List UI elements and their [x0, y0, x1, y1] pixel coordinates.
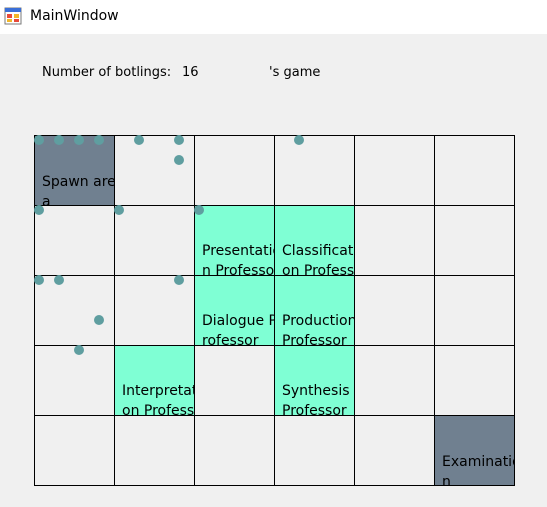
- app-icon: [4, 7, 22, 25]
- board-cell[interactable]: [354, 135, 435, 206]
- board-cell[interactable]: [34, 415, 115, 486]
- board-cell[interactable]: [434, 345, 515, 416]
- professor-cell[interactable]: Production Professor: [274, 275, 355, 346]
- cell-label: Interpretation Professor: [122, 383, 195, 416]
- board-cell[interactable]: [434, 135, 515, 206]
- board-cell[interactable]: [354, 345, 435, 416]
- board-cell[interactable]: [434, 275, 515, 346]
- professor-cell[interactable]: Dialogue Professor: [194, 275, 275, 346]
- botling-marker: [134, 135, 144, 145]
- board-cell[interactable]: [114, 135, 195, 206]
- botling-marker: [174, 275, 184, 285]
- botling-marker: [74, 135, 84, 145]
- botling-marker: [34, 275, 44, 285]
- botling-marker: [54, 275, 64, 285]
- botling-marker: [194, 205, 204, 215]
- board-cell[interactable]: [354, 275, 435, 346]
- botling-marker: [94, 135, 104, 145]
- spawn-area-cell[interactable]: Spawn area: [34, 135, 115, 206]
- board-cell[interactable]: [274, 135, 355, 206]
- botling-marker: [114, 205, 124, 215]
- botlings-label: Number of botlings:: [42, 65, 172, 80]
- botlings-count: 16: [182, 65, 199, 80]
- professor-cell[interactable]: Synthesis Professor: [274, 345, 355, 416]
- cell-label: Dialogue Professor: [202, 313, 275, 346]
- botling-marker: [34, 135, 44, 145]
- botling-marker: [94, 315, 104, 325]
- botling-marker: [174, 155, 184, 165]
- board-cell[interactable]: [194, 345, 275, 416]
- botling-marker: [74, 345, 84, 355]
- board-cell[interactable]: [114, 415, 195, 486]
- cell-label: Spawn area: [42, 174, 115, 206]
- botling-marker: [34, 205, 44, 215]
- board-cell[interactable]: [34, 205, 115, 276]
- board-cell[interactable]: [194, 415, 275, 486]
- professor-cell[interactable]: Presentation Professor: [194, 205, 275, 276]
- cell-label: Examination: [442, 454, 515, 486]
- botling-marker: [54, 135, 64, 145]
- professor-cell[interactable]: Classification Professor: [274, 205, 355, 276]
- board-cell[interactable]: [274, 415, 355, 486]
- game-board[interactable]: Spawn area Presentation Professor Classifi…: [34, 135, 515, 486]
- board-cell[interactable]: [434, 205, 515, 276]
- cell-label: Presentation Professor: [202, 243, 275, 276]
- board-cell[interactable]: [34, 345, 115, 416]
- botling-marker: [174, 135, 184, 145]
- board-cell[interactable]: [34, 275, 115, 346]
- cell-label: Production Professor: [282, 313, 355, 346]
- board-cell[interactable]: [354, 415, 435, 486]
- window-title: MainWindow: [30, 8, 119, 24]
- board-cell[interactable]: [354, 205, 435, 276]
- board-cell[interactable]: [114, 205, 195, 276]
- game-label: 's game: [269, 65, 321, 80]
- examination-cell[interactable]: Examination: [434, 415, 515, 486]
- title-bar: MainWindow: [0, 0, 547, 34]
- botling-marker: [294, 135, 304, 145]
- professor-cell[interactable]: Interpretation Professor: [114, 345, 195, 416]
- cell-label: Classification Professor: [282, 243, 355, 276]
- board-cell[interactable]: [114, 275, 195, 346]
- cell-label: Synthesis Professor: [282, 383, 350, 416]
- board-cell[interactable]: [194, 135, 275, 206]
